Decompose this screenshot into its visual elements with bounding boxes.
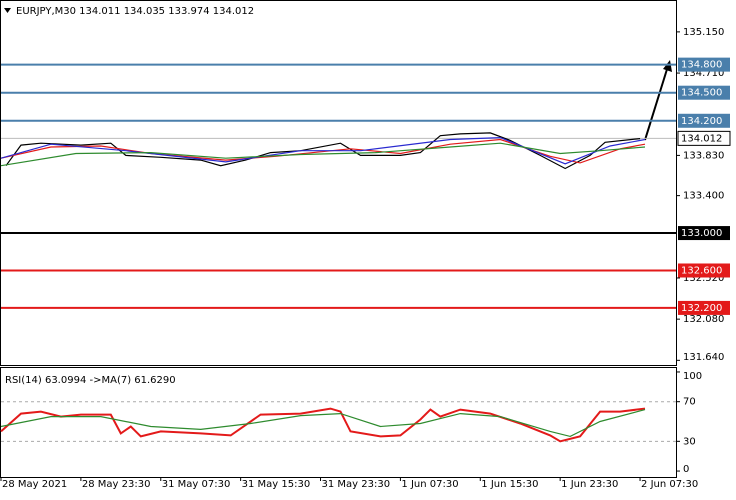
series-line <box>0 142 646 167</box>
level-label: 132.200 <box>681 303 722 314</box>
level-label: 134.200 <box>681 116 722 127</box>
x-tick-label: 1 Jun 15:30 <box>481 479 538 490</box>
level-label-box <box>678 85 730 100</box>
x-tick-label: 28 May 23:30 <box>82 479 151 490</box>
x-tick-label: 2 Jun 07:30 <box>641 479 698 490</box>
level-label-box <box>678 263 730 278</box>
x-tick-label: 31 May 15:30 <box>242 479 311 490</box>
y-tick-label: 134.710 <box>683 68 724 79</box>
y-tick-label: 135.150 <box>683 27 724 38</box>
y-tick-label: 132.520 <box>683 273 724 284</box>
main-panel <box>0 0 677 366</box>
level-label-box <box>678 226 730 241</box>
y-tick-label: 100 <box>683 371 702 382</box>
current-price-label: 134.012 <box>681 133 722 144</box>
y-tick-label: 133.830 <box>683 150 724 161</box>
y-tick-label: 70 <box>683 397 696 408</box>
y-tick-label: 132.080 <box>683 314 724 325</box>
series-line <box>0 409 646 438</box>
y-tick-label: 131.640 <box>683 352 724 363</box>
x-tick-label: 1 Jun 07:30 <box>401 479 458 490</box>
level-label-box <box>678 113 730 128</box>
chart-title: EURJPY,M30 134.011 134.035 133.974 134.0… <box>16 6 254 17</box>
forecast-arrow <box>644 65 669 141</box>
series-line <box>5 132 641 170</box>
series-line <box>0 407 646 443</box>
current-price-box <box>677 130 731 146</box>
x-tick-label: 28 May 2021 <box>2 479 67 490</box>
y-tick-label: 0 <box>683 464 689 475</box>
series-line <box>0 138 646 164</box>
rsi-panel <box>0 367 677 478</box>
level-label: 133.000 <box>681 228 722 239</box>
y-tick-label: 30 <box>683 436 696 447</box>
x-tick-label: 31 May 07:30 <box>162 479 231 490</box>
level-label-box <box>678 57 730 72</box>
y-tick-label: 133.400 <box>683 191 724 202</box>
level-label: 134.800 <box>681 60 722 71</box>
x-tick-label: 1 Jun 23:30 <box>561 479 618 490</box>
level-label-box <box>678 300 730 315</box>
level-label: 134.500 <box>681 88 722 99</box>
forecast-arrowhead <box>663 60 672 72</box>
rsi-title: RSI(14) 63.0994 ->MA(7) 61.6290 <box>5 375 176 386</box>
x-tick-label: 31 May 23:30 <box>322 479 391 490</box>
level-label: 132.600 <box>681 265 722 276</box>
menu-arrow <box>4 8 11 13</box>
series-line <box>0 136 646 165</box>
